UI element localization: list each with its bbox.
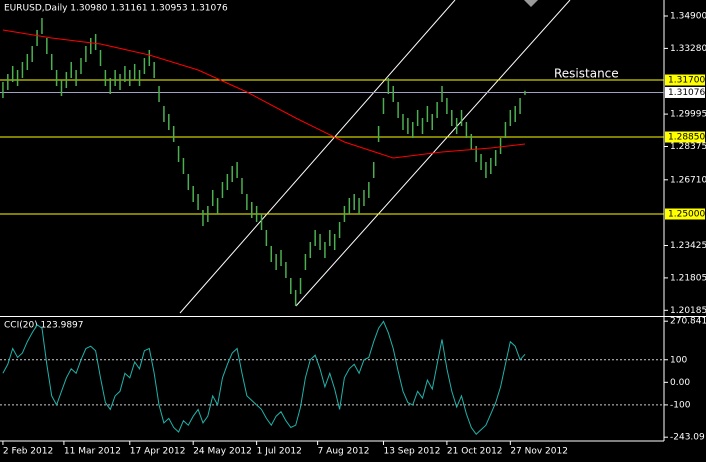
y-tick-label: 1.21805	[670, 273, 706, 283]
y-tick-label: 0.00	[670, 378, 690, 388]
x-tick-label: 27 Nov 2012	[510, 447, 568, 457]
level-label-box	[665, 74, 705, 86]
x-tick-label: 2 Feb 2012	[3, 447, 53, 457]
level-label: 1.28850	[668, 133, 705, 143]
channel-line	[179, 0, 456, 314]
cci-line	[2, 320, 526, 435]
last-price-label: 1.31076	[668, 88, 705, 98]
x-tick-label: 17 Apr 2012	[130, 447, 186, 457]
x-tick-label: 11 Mar 2012	[64, 447, 121, 457]
x-tick-label: 1 Jul 2012	[257, 447, 302, 457]
x-tick-label: 7 Aug 2012	[318, 447, 370, 457]
y-tick-label: -100	[670, 400, 691, 410]
x-tick-label: 21 Oct 2012	[447, 447, 503, 457]
y-tick-label: 1.20185	[670, 306, 706, 316]
level-label: 1.31700	[668, 76, 705, 86]
y-tick-label: 270.8412	[670, 317, 706, 327]
y-tick-label: 1.28375	[670, 142, 706, 152]
moving-average	[2, 29, 526, 159]
y-tick-label: 1.23425	[670, 241, 706, 251]
y-tick-label: -243.09	[670, 433, 705, 443]
y-tick-label: 1.34900	[670, 12, 706, 22]
x-tick-label: 24 May 2012	[193, 447, 252, 457]
chart-title: EURUSD,Daily 1.30980 1.31161 1.30953 1.3…	[4, 4, 228, 14]
level-label-box	[665, 208, 705, 220]
y-tick-label: 1.33280	[670, 44, 706, 54]
shift-marker	[524, 0, 538, 7]
indicator-title: CCI(20) 123.9897	[4, 321, 84, 331]
y-tick-label: 1.29995	[670, 110, 706, 120]
annotation: Resistance	[554, 67, 619, 81]
level-label: 1.25000	[668, 210, 705, 220]
last-price-box	[665, 86, 705, 98]
level-label-box	[665, 131, 705, 143]
x-tick-label: 13 Sep 2012	[383, 447, 440, 457]
y-tick-label: 100	[670, 355, 687, 365]
y-tick-label: 1.26710	[670, 175, 706, 185]
